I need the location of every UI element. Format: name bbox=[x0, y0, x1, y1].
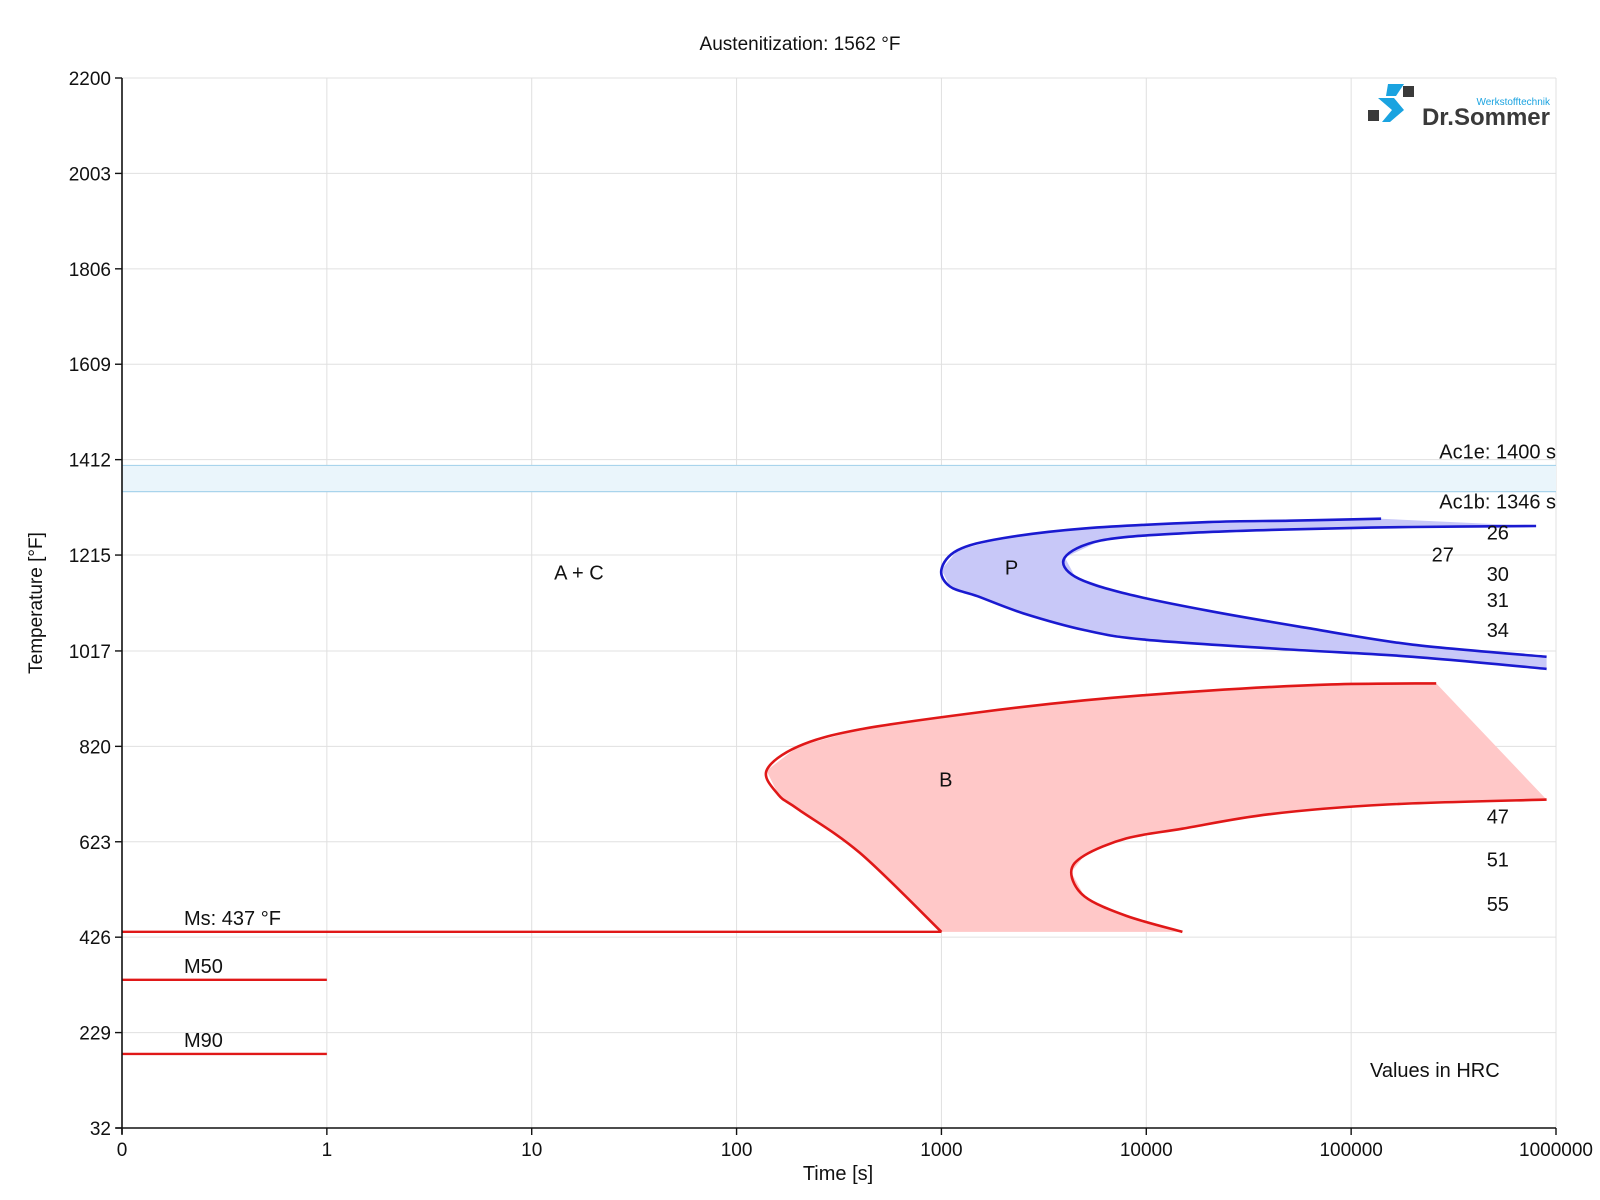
hardness-value-2: 30 bbox=[1487, 564, 1509, 586]
chart-labels: Ac1e: 1400 s Ac1b: 1346 s Ms: 437 °F M50 M90… bbox=[184, 441, 1556, 1051]
region-p-start-curve bbox=[939, 517, 1547, 671]
hardness-value-0: 26 bbox=[1487, 522, 1509, 544]
ac1b-label: Ac1b: 1346 s bbox=[1439, 492, 1556, 514]
martensite-lines bbox=[122, 930, 942, 1056]
x-tick-label-2: 10 bbox=[521, 1140, 542, 1161]
region-b-finish-curve bbox=[1069, 798, 1547, 934]
x-tick-label-4: 1000 bbox=[920, 1140, 962, 1161]
phase-label-0: A + C bbox=[554, 562, 603, 584]
hardness-value-4: 34 bbox=[1487, 620, 1509, 642]
values-note: Values in HRC bbox=[1370, 1060, 1500, 1082]
brand-logo: Werkstofftechnik Dr.Sommer bbox=[1368, 84, 1551, 131]
y-tick-label-1: 229 bbox=[79, 1024, 111, 1045]
ac1e-label: Ac1e: 1400 s bbox=[1439, 441, 1556, 463]
region-label-b: B bbox=[939, 770, 952, 792]
x-tick-label-1: 1 bbox=[322, 1140, 333, 1161]
hardness-value-6: 51 bbox=[1487, 850, 1509, 872]
martensite-label-0: Ms: 437 °F bbox=[184, 908, 281, 930]
y-tick-label-5: 1017 bbox=[69, 642, 111, 663]
x-tick-label-3: 100 bbox=[721, 1140, 753, 1161]
region-b-start-curve bbox=[764, 682, 1437, 933]
y-tick-label-6: 1215 bbox=[69, 546, 111, 567]
x-tick-label-7: 1000000 bbox=[1519, 1140, 1593, 1161]
chart-title: Austenitization: 1562 °F bbox=[700, 34, 901, 55]
logo-brand: Dr.Sommer bbox=[1422, 104, 1550, 131]
x-tick-label-0: 0 bbox=[117, 1140, 128, 1161]
y-tick-label-7: 1412 bbox=[69, 451, 111, 472]
x-axis-label: Time [s] bbox=[803, 1163, 873, 1185]
hardness-value-7: 55 bbox=[1487, 894, 1509, 916]
logo-mark-icon bbox=[1368, 84, 1414, 122]
y-tick-label-8: 1609 bbox=[69, 355, 111, 376]
x-tick-label-6: 100000 bbox=[1319, 1140, 1382, 1161]
logo-tagline: Werkstofftechnik bbox=[1476, 97, 1551, 108]
martensite-label-1: M50 bbox=[184, 956, 223, 978]
transformation-regions bbox=[764, 517, 1547, 934]
y-axis-label: Temperature [°F] bbox=[26, 532, 47, 674]
region-label-p: P bbox=[1005, 557, 1018, 579]
y-tick-label-2: 426 bbox=[79, 928, 111, 949]
hardness-value-1: 27 bbox=[1432, 545, 1454, 567]
y-tick-label-11: 2200 bbox=[69, 69, 111, 90]
y-tick-label-10: 2003 bbox=[69, 164, 111, 185]
y-tick-label-4: 820 bbox=[79, 737, 111, 758]
ac-band bbox=[122, 464, 1556, 493]
y-tick-label-9: 1806 bbox=[69, 260, 111, 281]
hardness-value-5: 47 bbox=[1487, 807, 1509, 829]
hardness-value-3: 31 bbox=[1487, 590, 1509, 612]
axes: 0 1 10 100 1000 10000 100000 1000000 32 229 426 623… bbox=[69, 69, 1593, 1161]
x-tick-label-5: 10000 bbox=[1120, 1140, 1173, 1161]
ac-band-fill bbox=[122, 465, 1556, 492]
martensite-label-2: M90 bbox=[184, 1030, 223, 1052]
y-tick-label-0: 32 bbox=[90, 1119, 111, 1140]
region-b-fill bbox=[766, 683, 1547, 932]
y-tick-label-3: 623 bbox=[79, 833, 111, 854]
region-p-finish-curve bbox=[1061, 524, 1547, 659]
